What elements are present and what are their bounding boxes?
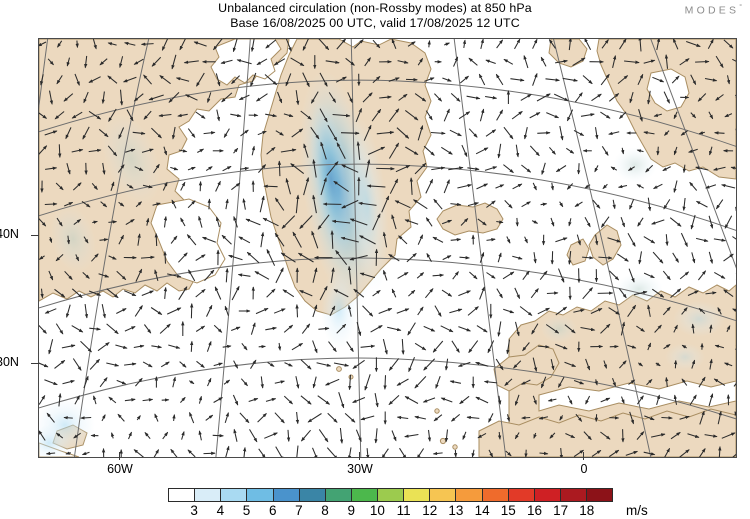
colorbar-segment-4	[274, 489, 300, 501]
wind-arrow	[537, 133, 550, 134]
modes-logo: MODES°	[685, 4, 742, 17]
colorbar-segment-9	[404, 489, 430, 501]
lat-label-30n: 30N	[0, 355, 19, 369]
wind-arrow	[81, 418, 91, 419]
colorbar-segment-15	[561, 489, 587, 501]
page-title: Unbalanced circulation (non-Rossby modes…	[0, 1, 750, 16]
modes-logo-mark: °	[739, 4, 742, 11]
wind-arrow	[715, 133, 725, 134]
colorbar-segment-13	[509, 489, 535, 501]
colorbar-segment-3	[247, 489, 273, 501]
modes-logo-text: MODES	[685, 5, 740, 17]
island-canary-2	[453, 445, 457, 449]
lon-label-30w: 30W	[347, 462, 373, 476]
shading-north-sea	[613, 147, 657, 183]
wind-arrow	[279, 161, 280, 176]
wind-arrow	[209, 199, 210, 209]
wind-arrow	[522, 418, 530, 419]
colorbar-segment-2	[221, 489, 247, 501]
wind-arrow	[213, 435, 224, 436]
wind-arrow	[385, 375, 386, 389]
lon-tick-0	[583, 452, 584, 460]
colorbar-segment-10	[430, 489, 456, 501]
wind-arrow	[341, 133, 359, 134]
wind-arrow	[165, 252, 166, 264]
colorbar-segment-16	[587, 489, 612, 501]
chart-subtitle: Base 16/08/2025 00 UTC, valid 17/08/2025…	[0, 16, 750, 31]
island-azores-1	[337, 367, 342, 372]
map-graphic	[39, 39, 736, 457]
map-canvas[interactable]	[38, 38, 737, 458]
colorbar-segment-5	[300, 489, 326, 501]
colorbar-segment-0	[169, 489, 195, 501]
island-madeira	[435, 409, 439, 413]
wind-arrow	[64, 418, 73, 419]
wind-arrow	[191, 341, 192, 351]
wind-arrow	[45, 204, 57, 205]
wind-arrow	[547, 293, 558, 294]
wind-arrow	[517, 218, 518, 226]
colorbar-segment-7	[352, 489, 378, 501]
wind-arrow	[658, 147, 659, 155]
lon-tick-60w	[119, 452, 120, 460]
colorbar-segment-1	[195, 489, 221, 501]
lon-label-60w: 60W	[107, 462, 133, 476]
colorbar-segment-12	[483, 489, 509, 501]
lon-label-0: 0	[581, 462, 588, 476]
shading-mediterranean	[673, 301, 725, 337]
island-canary-1	[440, 438, 445, 443]
island-azores-2	[349, 375, 353, 379]
wind-arrow	[661, 418, 672, 419]
shading-greenland-south	[321, 269, 357, 349]
shading-biscay	[541, 315, 577, 343]
colorbar-segment-8	[378, 489, 404, 501]
lat-label-40n: 40N	[0, 227, 19, 241]
lat-tick-40n	[31, 235, 39, 236]
chart-title-block: Unbalanced circulation (non-Rossby modes…	[0, 1, 750, 30]
wind-arrow	[77, 41, 78, 48]
lat-tick-30n	[31, 363, 39, 364]
wind-arrow	[156, 234, 157, 246]
lon-tick-30w	[359, 452, 360, 460]
wind-arrow	[695, 62, 709, 63]
wind-arrow	[579, 163, 580, 174]
colorbar-segment-14	[535, 489, 561, 501]
colorbar-swatches	[168, 488, 613, 502]
wind-arrow	[264, 186, 278, 187]
colorbar-segment-6	[326, 489, 352, 501]
wind-arrow	[297, 305, 298, 318]
wind-arrow	[59, 144, 60, 157]
colorbar-segment-11	[456, 489, 482, 501]
